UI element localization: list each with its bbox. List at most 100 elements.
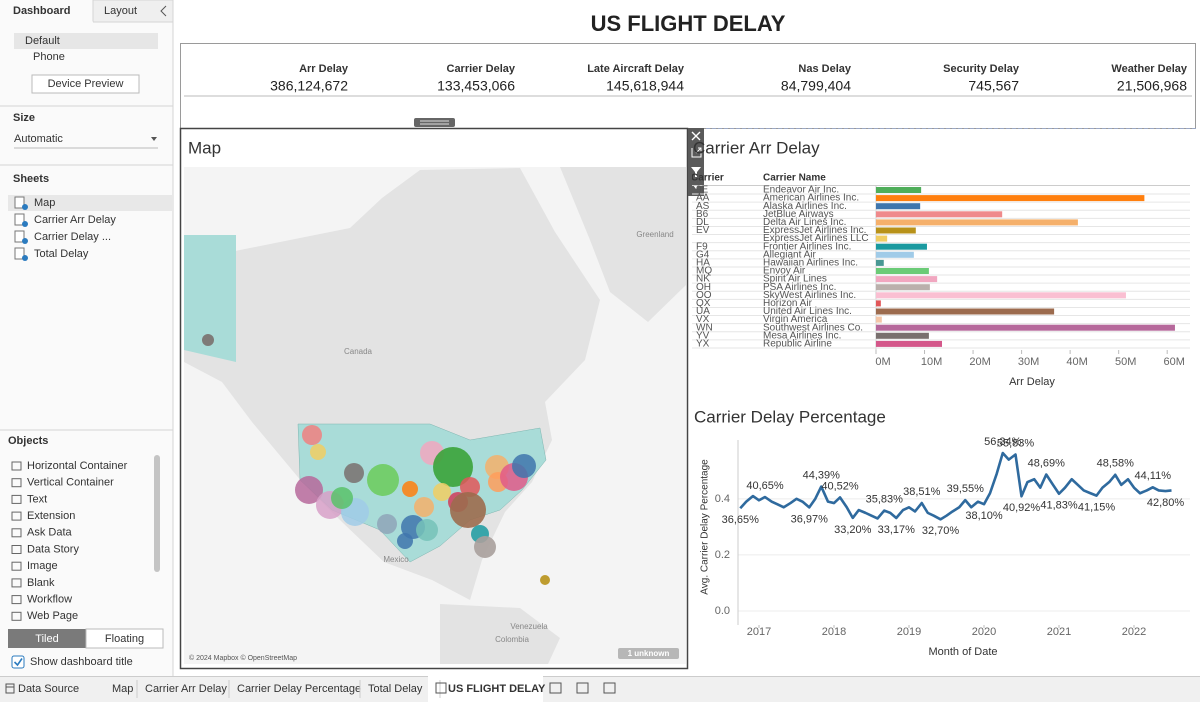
bubbles	[202, 334, 550, 585]
bar[interactable]	[876, 203, 921, 210]
collapse-icon[interactable]	[160, 5, 167, 17]
bar[interactable]	[876, 324, 1175, 331]
kpi-value: 386,124,672	[270, 78, 348, 94]
bar[interactable]	[876, 316, 882, 323]
bar[interactable]	[876, 195, 1145, 202]
close-icon[interactable]	[691, 131, 701, 141]
tab-active[interactable]	[0, 0, 93, 22]
toggle-active[interactable]	[8, 629, 86, 648]
object-item[interactable]: Data Story	[27, 543, 79, 555]
active-sheet-tab[interactable]	[428, 676, 543, 702]
airport-bubble[interactable]	[512, 454, 536, 478]
kpi-label: Weather Delay	[1111, 63, 1187, 75]
sheet-item[interactable]: Map	[34, 197, 55, 209]
bar[interactable]	[876, 268, 929, 274]
goto-icon[interactable]	[691, 147, 702, 158]
bar[interactable]	[876, 243, 927, 250]
bar[interactable]	[876, 276, 938, 283]
dropdown-value[interactable]: Automatic	[14, 133, 63, 145]
sidebar-tab[interactable]: Layout	[104, 5, 137, 17]
object-item[interactable]: Horizontal Container	[27, 460, 128, 472]
line-series[interactable]	[739, 451, 1172, 521]
sidebar-tab[interactable]: Dashboard	[13, 5, 70, 17]
bar[interactable]	[876, 227, 916, 234]
airport-bubble[interactable]	[302, 425, 322, 445]
sheet-tab[interactable]: Total Delay	[368, 683, 423, 695]
checkbox-label[interactable]: Show dashboard title	[30, 656, 133, 668]
bar[interactable]	[876, 292, 1126, 299]
airport-bubble[interactable]	[474, 536, 496, 558]
region-alaska	[184, 235, 236, 362]
new-dashboard-icon[interactable]	[576, 682, 589, 694]
scrollbar[interactable]	[154, 455, 160, 572]
airport-bubble[interactable]	[414, 497, 434, 517]
toggle-label[interactable]: Tiled	[35, 633, 58, 645]
object-item[interactable]: Web Page	[27, 610, 78, 622]
airport-bubble[interactable]	[344, 463, 364, 483]
airport-bubble[interactable]	[450, 492, 486, 528]
airport-bubble[interactable]	[397, 533, 413, 549]
sheet-item[interactable]: Carrier Arr Delay	[34, 214, 116, 226]
unknown-badge-label[interactable]: 1 unknown	[628, 649, 670, 658]
toggle-inactive[interactable]	[85, 628, 164, 649]
data-label: 39,55%	[947, 483, 985, 495]
sheet-icon-badge	[22, 204, 28, 210]
object-item[interactable]: Workflow	[27, 594, 72, 606]
toggle-label[interactable]: Floating	[105, 633, 144, 645]
bar[interactable]	[876, 284, 930, 291]
button-label[interactable]: Device Preview	[48, 78, 124, 90]
object-item[interactable]: Text	[27, 493, 47, 505]
button[interactable]	[31, 74, 140, 94]
sheet-item[interactable]: Total Delay	[34, 248, 89, 260]
bar[interactable]	[876, 219, 1078, 226]
sheet-tab[interactable]: Carrier Arr Delay	[145, 683, 227, 695]
sheet-tab[interactable]: US FLIGHT DELAY	[448, 683, 546, 695]
new-story-icon[interactable]	[603, 682, 616, 694]
checkbox[interactable]	[11, 655, 25, 669]
bar[interactable]	[876, 187, 922, 193]
bar[interactable]	[876, 211, 1003, 218]
object-item[interactable]: Ask Data	[27, 527, 73, 539]
bar[interactable]	[876, 332, 929, 339]
airport-bubble[interactable]	[540, 575, 550, 585]
airport-bubble[interactable]	[310, 444, 326, 460]
carrier-code: HA	[696, 258, 710, 269]
airport-bubble[interactable]	[416, 519, 438, 541]
object-item[interactable]: Blank	[27, 577, 55, 589]
bar[interactable]	[876, 235, 888, 242]
dropdown-arrow[interactable]	[151, 137, 157, 141]
airport-bubble[interactable]	[460, 477, 480, 497]
object-item[interactable]: Extension	[27, 510, 75, 522]
sheet-icon-badge	[22, 238, 28, 244]
map[interactable]	[184, 167, 686, 664]
sheet-tab[interactable]: Carrier Delay Percentage	[237, 683, 361, 695]
airport-bubble[interactable]	[433, 483, 451, 501]
filter-icon[interactable]	[691, 167, 701, 177]
unknown-badge[interactable]	[618, 648, 679, 659]
airport-bubble[interactable]	[402, 481, 418, 497]
map-attribution: © 2024 Mapbox © OpenStreetMap	[189, 654, 297, 662]
object-item[interactable]: Image	[27, 560, 58, 572]
drag-handle[interactable]	[414, 118, 455, 127]
bar[interactable]	[876, 300, 881, 307]
airport-bubble[interactable]	[377, 514, 397, 534]
sheet-item[interactable]: Carrier Delay ...	[34, 231, 111, 243]
airport-bubble[interactable]	[433, 447, 473, 487]
airport-bubble[interactable]	[367, 464, 399, 496]
bar[interactable]	[876, 251, 914, 258]
device-option[interactable]: Default	[25, 35, 60, 47]
device-option[interactable]: Phone	[33, 51, 65, 63]
x-tick-label: 30M	[1018, 356, 1039, 368]
bar[interactable]	[876, 340, 943, 347]
object-item[interactable]: Vertical Container	[27, 477, 114, 489]
airport-bubble[interactable]	[202, 334, 214, 346]
bar[interactable]	[876, 259, 884, 266]
sheet-tab[interactable]: Map	[112, 683, 133, 695]
kpi-label: Arr Delay	[299, 63, 349, 75]
sheet-tab[interactable]: Data Source	[18, 683, 79, 695]
tab-inactive[interactable]	[92, 0, 174, 23]
airport-bubble[interactable]	[331, 487, 353, 509]
new-sheet-icon[interactable]	[549, 682, 562, 694]
airport-bubble[interactable]	[295, 476, 323, 504]
bar[interactable]	[876, 308, 1055, 315]
